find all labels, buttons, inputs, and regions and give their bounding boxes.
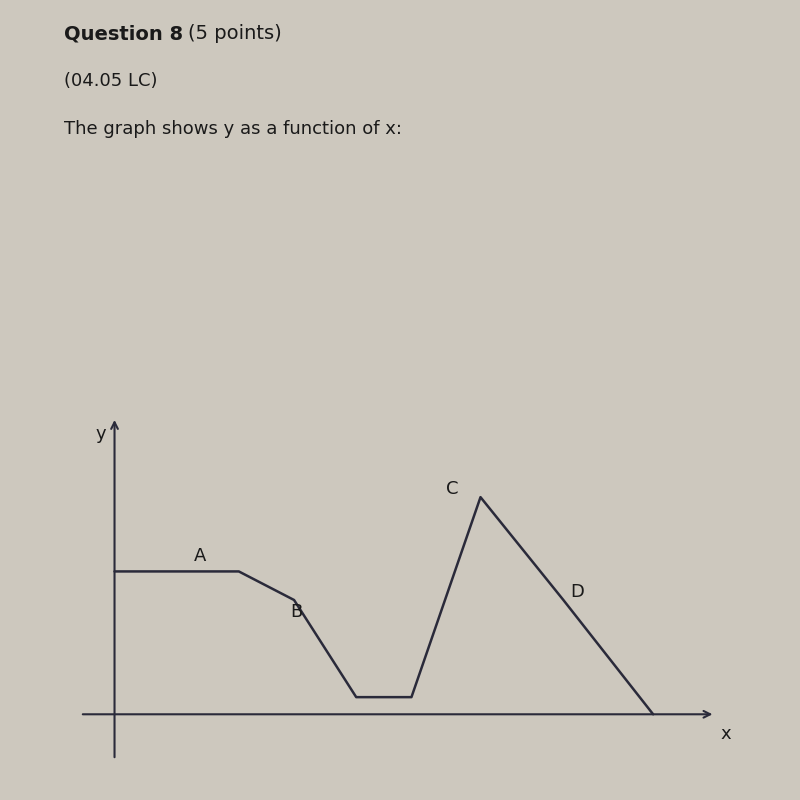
Text: y: y	[95, 426, 106, 443]
Text: C: C	[446, 480, 458, 498]
Text: A: A	[194, 547, 206, 565]
Text: x: x	[720, 726, 731, 743]
Text: (5 points): (5 points)	[188, 24, 282, 43]
Text: (04.05 LC): (04.05 LC)	[64, 72, 158, 90]
Text: The graph shows y as a function of x:: The graph shows y as a function of x:	[64, 120, 402, 138]
Text: B: B	[290, 603, 303, 621]
Text: Question 8: Question 8	[64, 24, 183, 43]
Text: D: D	[570, 583, 584, 601]
